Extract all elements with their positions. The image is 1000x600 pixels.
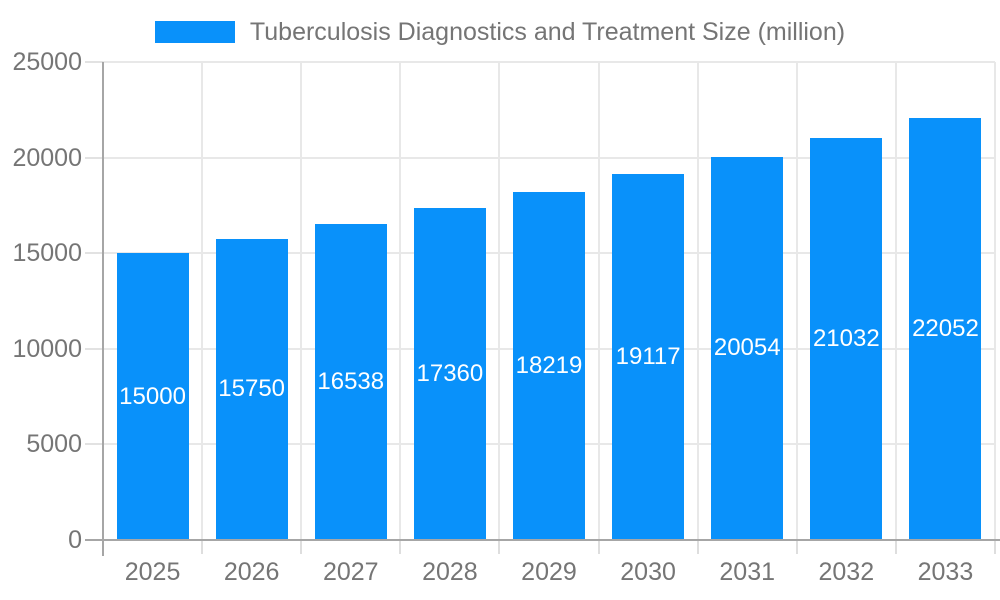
bar-2029	[513, 191, 585, 540]
gridline-vertical	[201, 62, 204, 540]
legend-label: Tuberculosis Diagnostics and Treatment S…	[249, 17, 846, 46]
bar-value-label: 15000	[119, 382, 186, 410]
x-axis-tick	[300, 540, 303, 554]
x-axis-tick-label: 2025	[124, 558, 181, 586]
x-axis-line	[85, 539, 1000, 541]
x-axis-tick-label: 2031	[719, 558, 776, 586]
gridline-vertical	[498, 62, 501, 540]
y-axis-tick-label: 25000	[12, 48, 82, 76]
legend-swatch	[154, 21, 235, 43]
bar-2033	[909, 118, 982, 540]
y-axis-tick	[85, 61, 103, 63]
bar-2026	[215, 238, 288, 540]
gridline-horizontal	[103, 61, 995, 63]
gridline-vertical	[795, 62, 798, 540]
y-axis-tick-label: 20000	[12, 143, 82, 172]
bar-2027	[314, 223, 387, 540]
bar-2030	[612, 174, 685, 540]
x-axis-tick	[994, 540, 996, 554]
x-axis-tick-label: 2028	[422, 558, 478, 586]
x-axis-tick	[201, 540, 204, 554]
x-axis-tick	[597, 540, 600, 554]
bar-value-label: 18219	[515, 351, 583, 379]
bar-value-label: 20054	[713, 334, 781, 362]
bar-value-label: 21032	[812, 324, 880, 352]
gridline-vertical	[994, 62, 996, 540]
x-axis-tick-label: 2033	[917, 558, 974, 586]
x-axis-tick	[399, 540, 402, 554]
y-axis-tick	[85, 443, 103, 446]
x-axis-tick-label: 2027	[322, 558, 379, 586]
x-axis-tick-label: 2029	[521, 558, 577, 586]
y-axis-tick	[85, 156, 103, 159]
x-axis-tick-label: 2030	[620, 558, 676, 586]
bar-value-label: 17360	[416, 360, 484, 388]
gridline-vertical	[300, 62, 303, 540]
x-axis-tick-label: 2026	[223, 558, 280, 586]
bar-value-label: 16538	[317, 367, 385, 395]
y-axis-tick	[85, 347, 103, 350]
y-axis-tick-label: 5000	[26, 430, 82, 459]
x-axis-tick	[795, 540, 798, 554]
x-axis-tick	[498, 540, 501, 554]
y-axis-tick-label: 0	[68, 526, 82, 554]
y-axis-tick-label: 10000	[12, 334, 82, 363]
bar-2032	[810, 137, 883, 540]
gridline-horizontal	[103, 156, 995, 159]
x-axis-tick-label: 2032	[818, 558, 875, 586]
x-axis-tick	[696, 540, 699, 554]
x-axis-tick	[894, 540, 897, 554]
y-axis-tick-label: 15000	[12, 239, 82, 268]
bar-value-label: 22052	[912, 315, 979, 343]
y-axis-tick	[85, 252, 103, 255]
gridline-vertical	[894, 62, 897, 540]
bar-value-label: 15750	[218, 375, 286, 403]
bar-value-label: 19117	[615, 343, 681, 371]
bar-2031	[711, 156, 784, 540]
bar-2025	[116, 253, 189, 540]
gridline-vertical	[696, 62, 699, 540]
gridline-vertical	[597, 62, 600, 540]
gridline-vertical	[399, 62, 402, 540]
chart-legend: Tuberculosis Diagnostics and Treatment S…	[0, 18, 1000, 46]
y-axis-line	[102, 62, 104, 556]
bar-2028	[413, 208, 486, 540]
